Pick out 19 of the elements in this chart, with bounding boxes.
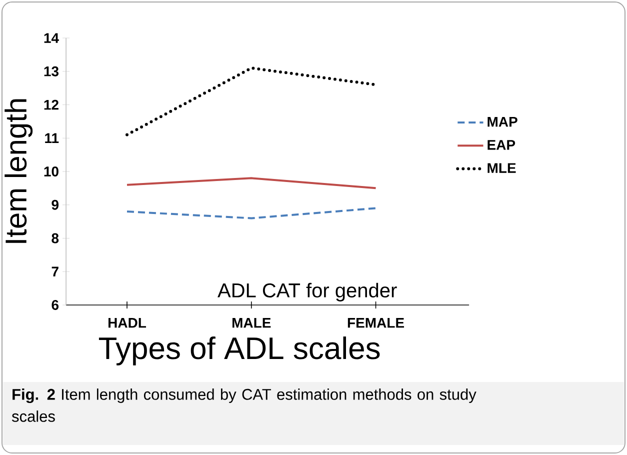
x-tick-label: HADL: [108, 318, 146, 328]
y-tick-label: 7: [52, 266, 58, 276]
y-tick-label: 12: [44, 100, 58, 110]
text: Fig. 2 Item length consumed by CAT estimation methods on study scales: [12, 388, 476, 422]
y-tick-label: 10: [44, 166, 58, 176]
y-tick-label: 6: [52, 300, 59, 310]
legend-label: EAP: [488, 140, 516, 150]
y-axis-title: Item length: [4, 99, 33, 243]
x-tick-label: MALE: [232, 318, 271, 328]
legend-label: MLE: [488, 163, 516, 173]
x-axis-title: Types of ADL scales: [98, 336, 380, 366]
legend-label: MAP: [488, 116, 518, 127]
x-tick-label: FEMALE: [348, 318, 404, 328]
y-tick-label: 11: [45, 133, 59, 143]
y-tick-label: 9: [52, 200, 59, 210]
y-tick-label: 14: [44, 33, 59, 43]
y-tick-label: 8: [52, 233, 59, 244]
y-tick-label: 13: [44, 66, 59, 76]
annotation: ADL CAT for gender: [218, 282, 397, 302]
